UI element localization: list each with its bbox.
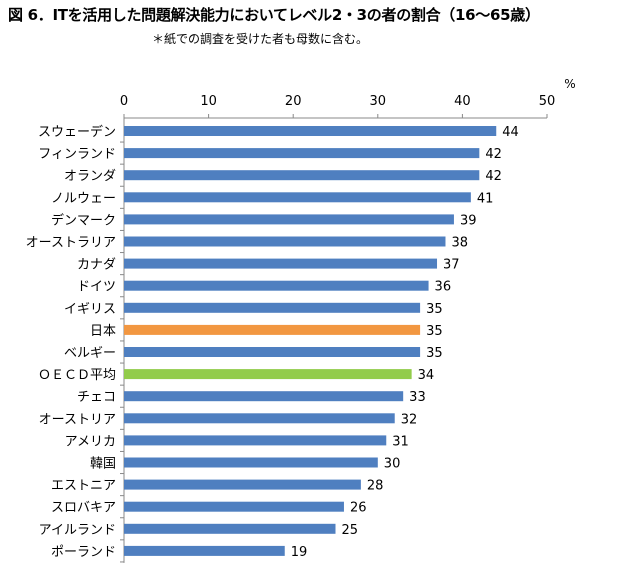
data-label: 35 bbox=[426, 324, 443, 339]
x-tick-label: 30 bbox=[370, 94, 387, 109]
bar bbox=[124, 435, 387, 446]
chart-title: 図 6．ITを活用した問題解決能力においてレベル2・3の者の割合（16〜65歳） bbox=[8, 6, 540, 24]
category-label: デンマーク bbox=[51, 212, 116, 228]
bar bbox=[124, 545, 285, 556]
category-label: カナダ bbox=[77, 258, 116, 273]
axis-unit-label: % bbox=[564, 77, 575, 91]
bar bbox=[124, 258, 438, 269]
bar bbox=[124, 302, 421, 313]
data-label: 42 bbox=[485, 147, 502, 162]
data-label: 37 bbox=[443, 258, 460, 273]
data-label: 42 bbox=[485, 169, 502, 184]
bar bbox=[124, 501, 344, 512]
category-label: アイルランド bbox=[39, 523, 116, 538]
bar bbox=[124, 126, 497, 136]
data-label: 32 bbox=[401, 412, 418, 427]
data-label: 33 bbox=[409, 390, 426, 405]
bar bbox=[124, 280, 429, 291]
data-label: 38 bbox=[451, 236, 468, 251]
category-label: エストニア bbox=[51, 479, 116, 494]
bar bbox=[124, 236, 446, 247]
data-label: 25 bbox=[342, 523, 359, 538]
category-label: スウェーデン bbox=[38, 124, 116, 140]
category-label: 日本 bbox=[90, 324, 116, 339]
x-tick-label: 0 bbox=[120, 94, 128, 109]
category-label: ドイツ bbox=[77, 280, 116, 295]
bar bbox=[124, 148, 480, 159]
data-label: 31 bbox=[392, 434, 409, 449]
category-label: アメリカ bbox=[65, 434, 116, 449]
category-label: ノルウェー bbox=[51, 191, 116, 206]
category-label: ポーランド bbox=[51, 545, 116, 560]
category-label: オーストリア bbox=[39, 412, 116, 427]
category-label: フィンランド bbox=[38, 147, 116, 162]
x-tick-label: 10 bbox=[200, 94, 217, 109]
data-label: 19 bbox=[291, 545, 308, 560]
data-label: 35 bbox=[426, 346, 443, 361]
bar bbox=[124, 479, 361, 490]
bar bbox=[124, 413, 395, 424]
category-label: チェコ bbox=[77, 390, 116, 405]
category-label: オーストラリア bbox=[26, 236, 116, 251]
category-label: 韓国 bbox=[90, 457, 116, 472]
bar bbox=[124, 347, 421, 357]
bar bbox=[124, 369, 412, 380]
bar bbox=[124, 324, 421, 335]
category-label: ベルギー bbox=[64, 346, 116, 361]
data-label: 41 bbox=[477, 191, 494, 206]
bar bbox=[124, 523, 336, 534]
x-tick-label: 20 bbox=[285, 94, 302, 109]
bar bbox=[124, 170, 480, 181]
data-label: 28 bbox=[367, 479, 384, 494]
bar bbox=[124, 391, 404, 402]
category-label: スロバキア bbox=[51, 501, 116, 516]
data-label: 44 bbox=[502, 125, 519, 140]
data-label: 35 bbox=[426, 302, 443, 317]
category-label: オランダ bbox=[64, 169, 116, 184]
bar bbox=[124, 192, 471, 203]
data-label: 34 bbox=[418, 368, 435, 383]
chart-subtitle: ＊紙での調査を受けた者も母数に含む。 bbox=[152, 32, 369, 46]
data-label: 39 bbox=[460, 213, 477, 228]
x-tick-label: 40 bbox=[454, 94, 471, 109]
bar bbox=[124, 457, 378, 468]
data-label: 26 bbox=[350, 501, 367, 516]
data-label: 30 bbox=[384, 457, 401, 472]
bar bbox=[124, 214, 454, 225]
category-label: ＯＥＣＤ平均 bbox=[38, 368, 116, 383]
category-label: イギリス bbox=[64, 302, 116, 317]
x-tick-label: 50 bbox=[539, 94, 556, 109]
data-label: 36 bbox=[435, 280, 452, 295]
